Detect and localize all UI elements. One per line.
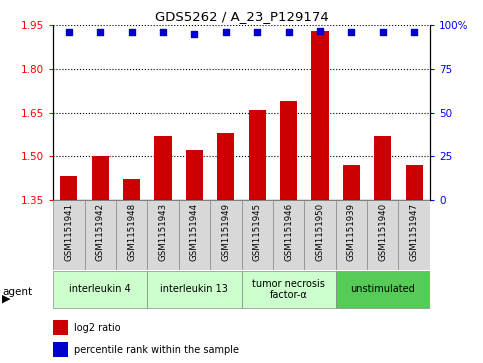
Text: agent: agent — [2, 287, 32, 297]
Point — [348, 29, 355, 35]
Text: GSM1151949: GSM1151949 — [221, 203, 230, 261]
Text: unstimulated: unstimulated — [350, 285, 415, 294]
Text: GSM1151948: GSM1151948 — [127, 203, 136, 261]
Bar — [406, 165, 423, 200]
Bar — [53, 271, 147, 308]
Bar — [304, 200, 336, 270]
Bar — [343, 165, 360, 200]
Bar — [53, 342, 68, 357]
Bar — [123, 179, 140, 200]
Bar — [336, 200, 367, 270]
Text: tumor necrosis
factor-α: tumor necrosis factor-α — [252, 279, 325, 300]
Bar — [312, 31, 328, 200]
Text: GSM1151944: GSM1151944 — [190, 203, 199, 261]
Point — [65, 29, 73, 35]
Bar — [242, 271, 336, 308]
Text: GSM1151950: GSM1151950 — [315, 203, 325, 261]
Bar — [147, 200, 179, 270]
Bar — [280, 101, 297, 200]
Bar — [273, 200, 304, 270]
Point — [222, 29, 230, 35]
Text: GSM1151947: GSM1151947 — [410, 203, 419, 261]
Bar — [336, 271, 430, 308]
Text: interleukin 13: interleukin 13 — [160, 285, 228, 294]
Bar — [374, 136, 391, 200]
Bar — [179, 200, 210, 270]
Point — [97, 29, 104, 35]
Point — [128, 29, 135, 35]
Bar — [249, 110, 266, 200]
Text: GSM1151939: GSM1151939 — [347, 203, 356, 261]
Point — [159, 29, 167, 35]
Text: ▶: ▶ — [2, 293, 11, 303]
Point — [191, 31, 199, 37]
Bar — [92, 156, 109, 200]
Bar — [85, 200, 116, 270]
Bar — [398, 200, 430, 270]
Text: GSM1151940: GSM1151940 — [378, 203, 387, 261]
Bar — [242, 200, 273, 270]
Text: percentile rank within the sample: percentile rank within the sample — [74, 345, 239, 355]
Point — [253, 29, 261, 35]
Bar — [217, 133, 234, 200]
Text: log2 ratio: log2 ratio — [74, 323, 120, 333]
Bar — [367, 200, 398, 270]
Title: GDS5262 / A_23_P129174: GDS5262 / A_23_P129174 — [155, 10, 328, 23]
Bar — [147, 271, 242, 308]
Point — [411, 29, 418, 35]
Bar — [53, 200, 85, 270]
Bar — [53, 320, 68, 335]
Bar — [60, 176, 77, 200]
Bar — [116, 200, 147, 270]
Point — [379, 29, 387, 35]
Point — [285, 29, 293, 35]
Text: GSM1151941: GSM1151941 — [64, 203, 73, 261]
Text: GSM1151946: GSM1151946 — [284, 203, 293, 261]
Bar — [155, 136, 171, 200]
Bar — [186, 150, 203, 200]
Text: GSM1151943: GSM1151943 — [158, 203, 168, 261]
Text: GSM1151945: GSM1151945 — [253, 203, 262, 261]
Text: GSM1151942: GSM1151942 — [96, 203, 105, 261]
Bar — [210, 200, 242, 270]
Point — [316, 28, 324, 33]
Text: interleukin 4: interleukin 4 — [70, 285, 131, 294]
